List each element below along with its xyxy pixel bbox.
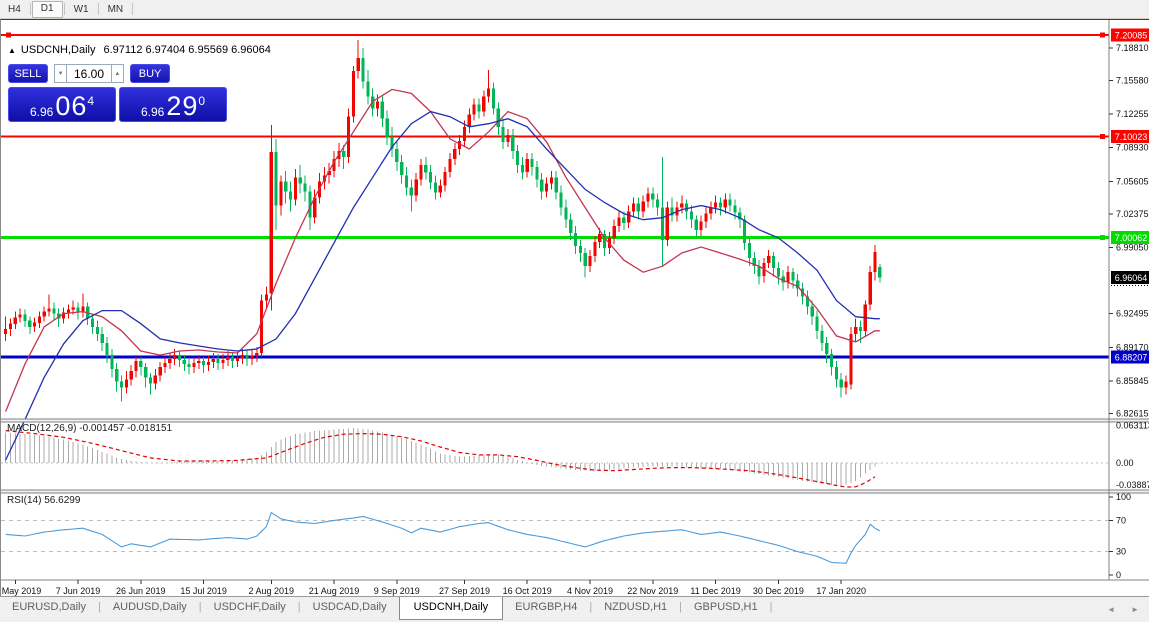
svg-text:7.10023: 7.10023 bbox=[1115, 132, 1148, 142]
tab-separator: | bbox=[769, 601, 773, 613]
rsi-value: 56.6299 bbox=[41, 495, 81, 506]
tab-scroll-right-icon[interactable]: ► bbox=[1131, 605, 1139, 614]
svg-text:6.82615: 6.82615 bbox=[1116, 409, 1149, 419]
tab-separator: | bbox=[97, 601, 101, 613]
tab-eurgbp-h4[interactable]: EURGBP,H4 bbox=[515, 601, 578, 613]
tab-eurusd-daily[interactable]: EURUSD,Daily bbox=[12, 601, 86, 613]
object-anchor-icon: ▲ bbox=[8, 45, 16, 55]
tab-gbpusd-h1[interactable]: GBPUSD,H1 bbox=[694, 601, 758, 613]
tab-usdcad-daily[interactable]: USDCAD,Daily bbox=[312, 601, 387, 613]
svg-text:30 Dec 2019: 30 Dec 2019 bbox=[753, 586, 804, 596]
timeframe-button-d1[interactable]: D1 bbox=[31, 0, 63, 18]
volume-input[interactable] bbox=[67, 64, 111, 83]
svg-text:70: 70 bbox=[1116, 515, 1126, 525]
toolbar-separator bbox=[63, 3, 65, 15]
volume-decrease-button[interactable]: ▼ bbox=[54, 64, 67, 83]
tab-audusd-daily[interactable]: AUDUSD,Daily bbox=[112, 601, 187, 613]
svg-text:7.12255: 7.12255 bbox=[1116, 109, 1149, 119]
svg-text:15 Jul 2019: 15 Jul 2019 bbox=[180, 586, 227, 596]
svg-text:26 Jun 2019: 26 Jun 2019 bbox=[116, 586, 166, 596]
chart-window: 7.18810 7.15580 7.12255 7.08930 7.05605 7.023… bbox=[0, 18, 1149, 598]
svg-text:4 Nov 2019: 4 Nov 2019 bbox=[567, 586, 613, 596]
svg-text:7.18810: 7.18810 bbox=[1116, 43, 1149, 53]
svg-text:9 Sep 2019: 9 Sep 2019 bbox=[374, 586, 420, 596]
svg-text:-0.038872: -0.038872 bbox=[1116, 480, 1149, 490]
timeframe-button-mn[interactable]: MN bbox=[107, 3, 124, 15]
svg-text:11 Dec 2019: 11 Dec 2019 bbox=[690, 586, 740, 596]
tab-separator: | bbox=[198, 601, 202, 613]
tab-usdcnh-daily[interactable]: USDCNH,Daily bbox=[398, 597, 504, 620]
buy-price-pips: 29 bbox=[166, 91, 199, 121]
buy-price-point: 0 bbox=[198, 94, 206, 108]
sell-price-pips: 06 bbox=[55, 91, 88, 121]
svg-text:27 Sep 2019: 27 Sep 2019 bbox=[439, 586, 490, 596]
toolbar-separator bbox=[29, 3, 31, 15]
one-click-trade-panel: SELL ▼ ▲ BUY 6.96 06 4 6.96 29 0 bbox=[8, 64, 230, 122]
svg-text:0: 0 bbox=[1116, 570, 1121, 580]
sell-button[interactable]: SELL bbox=[8, 64, 48, 83]
volume-increase-button[interactable]: ▲ bbox=[111, 64, 124, 83]
tab-usdchf-daily[interactable]: USDCHF,Daily bbox=[213, 601, 286, 613]
svg-text:22 Nov 2019: 22 Nov 2019 bbox=[627, 586, 678, 596]
svg-text:7.08930: 7.08930 bbox=[1116, 143, 1149, 153]
toolbar-separator bbox=[97, 3, 99, 15]
tab-nzdusd-h1[interactable]: NZDUSD,H1 bbox=[604, 601, 668, 613]
sell-price-panel[interactable]: 6.96 06 4 bbox=[8, 87, 116, 122]
tab-scroll-left-icon[interactable]: ◄ bbox=[1107, 605, 1116, 614]
svg-text:0.00: 0.00 bbox=[1116, 458, 1134, 468]
rsi-indicator-label: RSI(14) 56.6299 bbox=[7, 495, 80, 506]
macd-values: -0.001457 -0.018151 bbox=[76, 423, 173, 434]
svg-text:17 Jan 2020: 17 Jan 2020 bbox=[816, 586, 866, 596]
svg-text:7.05605: 7.05605 bbox=[1116, 176, 1149, 186]
rsi-name: RSI(14) bbox=[7, 495, 42, 506]
tab-separator: | bbox=[589, 601, 593, 613]
chart-tab-bar: EURUSD,Daily | AUDUSD,Daily | USDCHF,Daily | U… bbox=[0, 596, 1149, 622]
trade-controls-row: SELL ▼ ▲ BUY bbox=[8, 64, 170, 83]
chart-title: ▲ USDCNH,Daily 6.97112 6.97404 6.95569 6… bbox=[8, 44, 271, 56]
svg-text:6.92495: 6.92495 bbox=[1116, 309, 1149, 319]
timeframe-button-w1[interactable]: W1 bbox=[73, 3, 89, 15]
chart-symbol-label: USDCNH,Daily bbox=[20, 44, 96, 56]
macd-indicator-label: MACD(12,26,9) -0.001457 -0.018151 bbox=[7, 423, 172, 434]
buy-price-prefix: 6.96 bbox=[140, 105, 165, 119]
buy-button[interactable]: BUY bbox=[130, 64, 170, 83]
svg-text:16 Oct 2019: 16 Oct 2019 bbox=[503, 586, 552, 596]
svg-text:7.02375: 7.02375 bbox=[1116, 209, 1149, 219]
trade-prices-row: 6.96 06 4 6.96 29 0 bbox=[8, 87, 230, 122]
timeframe-button-h4[interactable]: H4 bbox=[8, 3, 21, 15]
svg-text:6.99050: 6.99050 bbox=[1116, 243, 1149, 253]
svg-text:7.20085: 7.20085 bbox=[1115, 31, 1148, 41]
svg-text:7.15580: 7.15580 bbox=[1116, 76, 1149, 86]
tab-separator: | bbox=[679, 601, 682, 613]
svg-text:100: 100 bbox=[1116, 492, 1131, 502]
svg-text:7.00062: 7.00062 bbox=[1115, 233, 1148, 243]
svg-text:0.063113: 0.063113 bbox=[1116, 421, 1149, 431]
svg-text:6.85845: 6.85845 bbox=[1116, 376, 1149, 386]
svg-text:2 Aug 2019: 2 Aug 2019 bbox=[249, 586, 295, 596]
svg-text:30: 30 bbox=[1116, 547, 1126, 557]
sell-price-point: 4 bbox=[87, 94, 95, 108]
tab-separator: | bbox=[297, 601, 301, 613]
timeframe-toolbar: H4 D1 W1 MN bbox=[0, 0, 1149, 19]
svg-text:6.96064: 6.96064 bbox=[1115, 273, 1148, 283]
toolbar-separator bbox=[132, 3, 134, 15]
macd-name: MACD(12,26,9) bbox=[7, 423, 77, 434]
svg-text:20 May 2019: 20 May 2019 bbox=[1, 586, 41, 596]
buy-price-panel[interactable]: 6.96 29 0 bbox=[119, 87, 227, 122]
tab-scroll-controls: ◄ ► bbox=[1107, 605, 1139, 614]
sell-price-prefix: 6.96 bbox=[29, 105, 54, 119]
svg-text:6.88207: 6.88207 bbox=[1115, 353, 1148, 363]
svg-text:6.89170: 6.89170 bbox=[1116, 342, 1149, 352]
svg-text:21 Aug 2019: 21 Aug 2019 bbox=[309, 586, 360, 596]
chart-ohlc-values: 6.97112 6.97404 6.95569 6.96064 bbox=[103, 44, 271, 56]
svg-text:7 Jun 2019: 7 Jun 2019 bbox=[56, 586, 101, 596]
